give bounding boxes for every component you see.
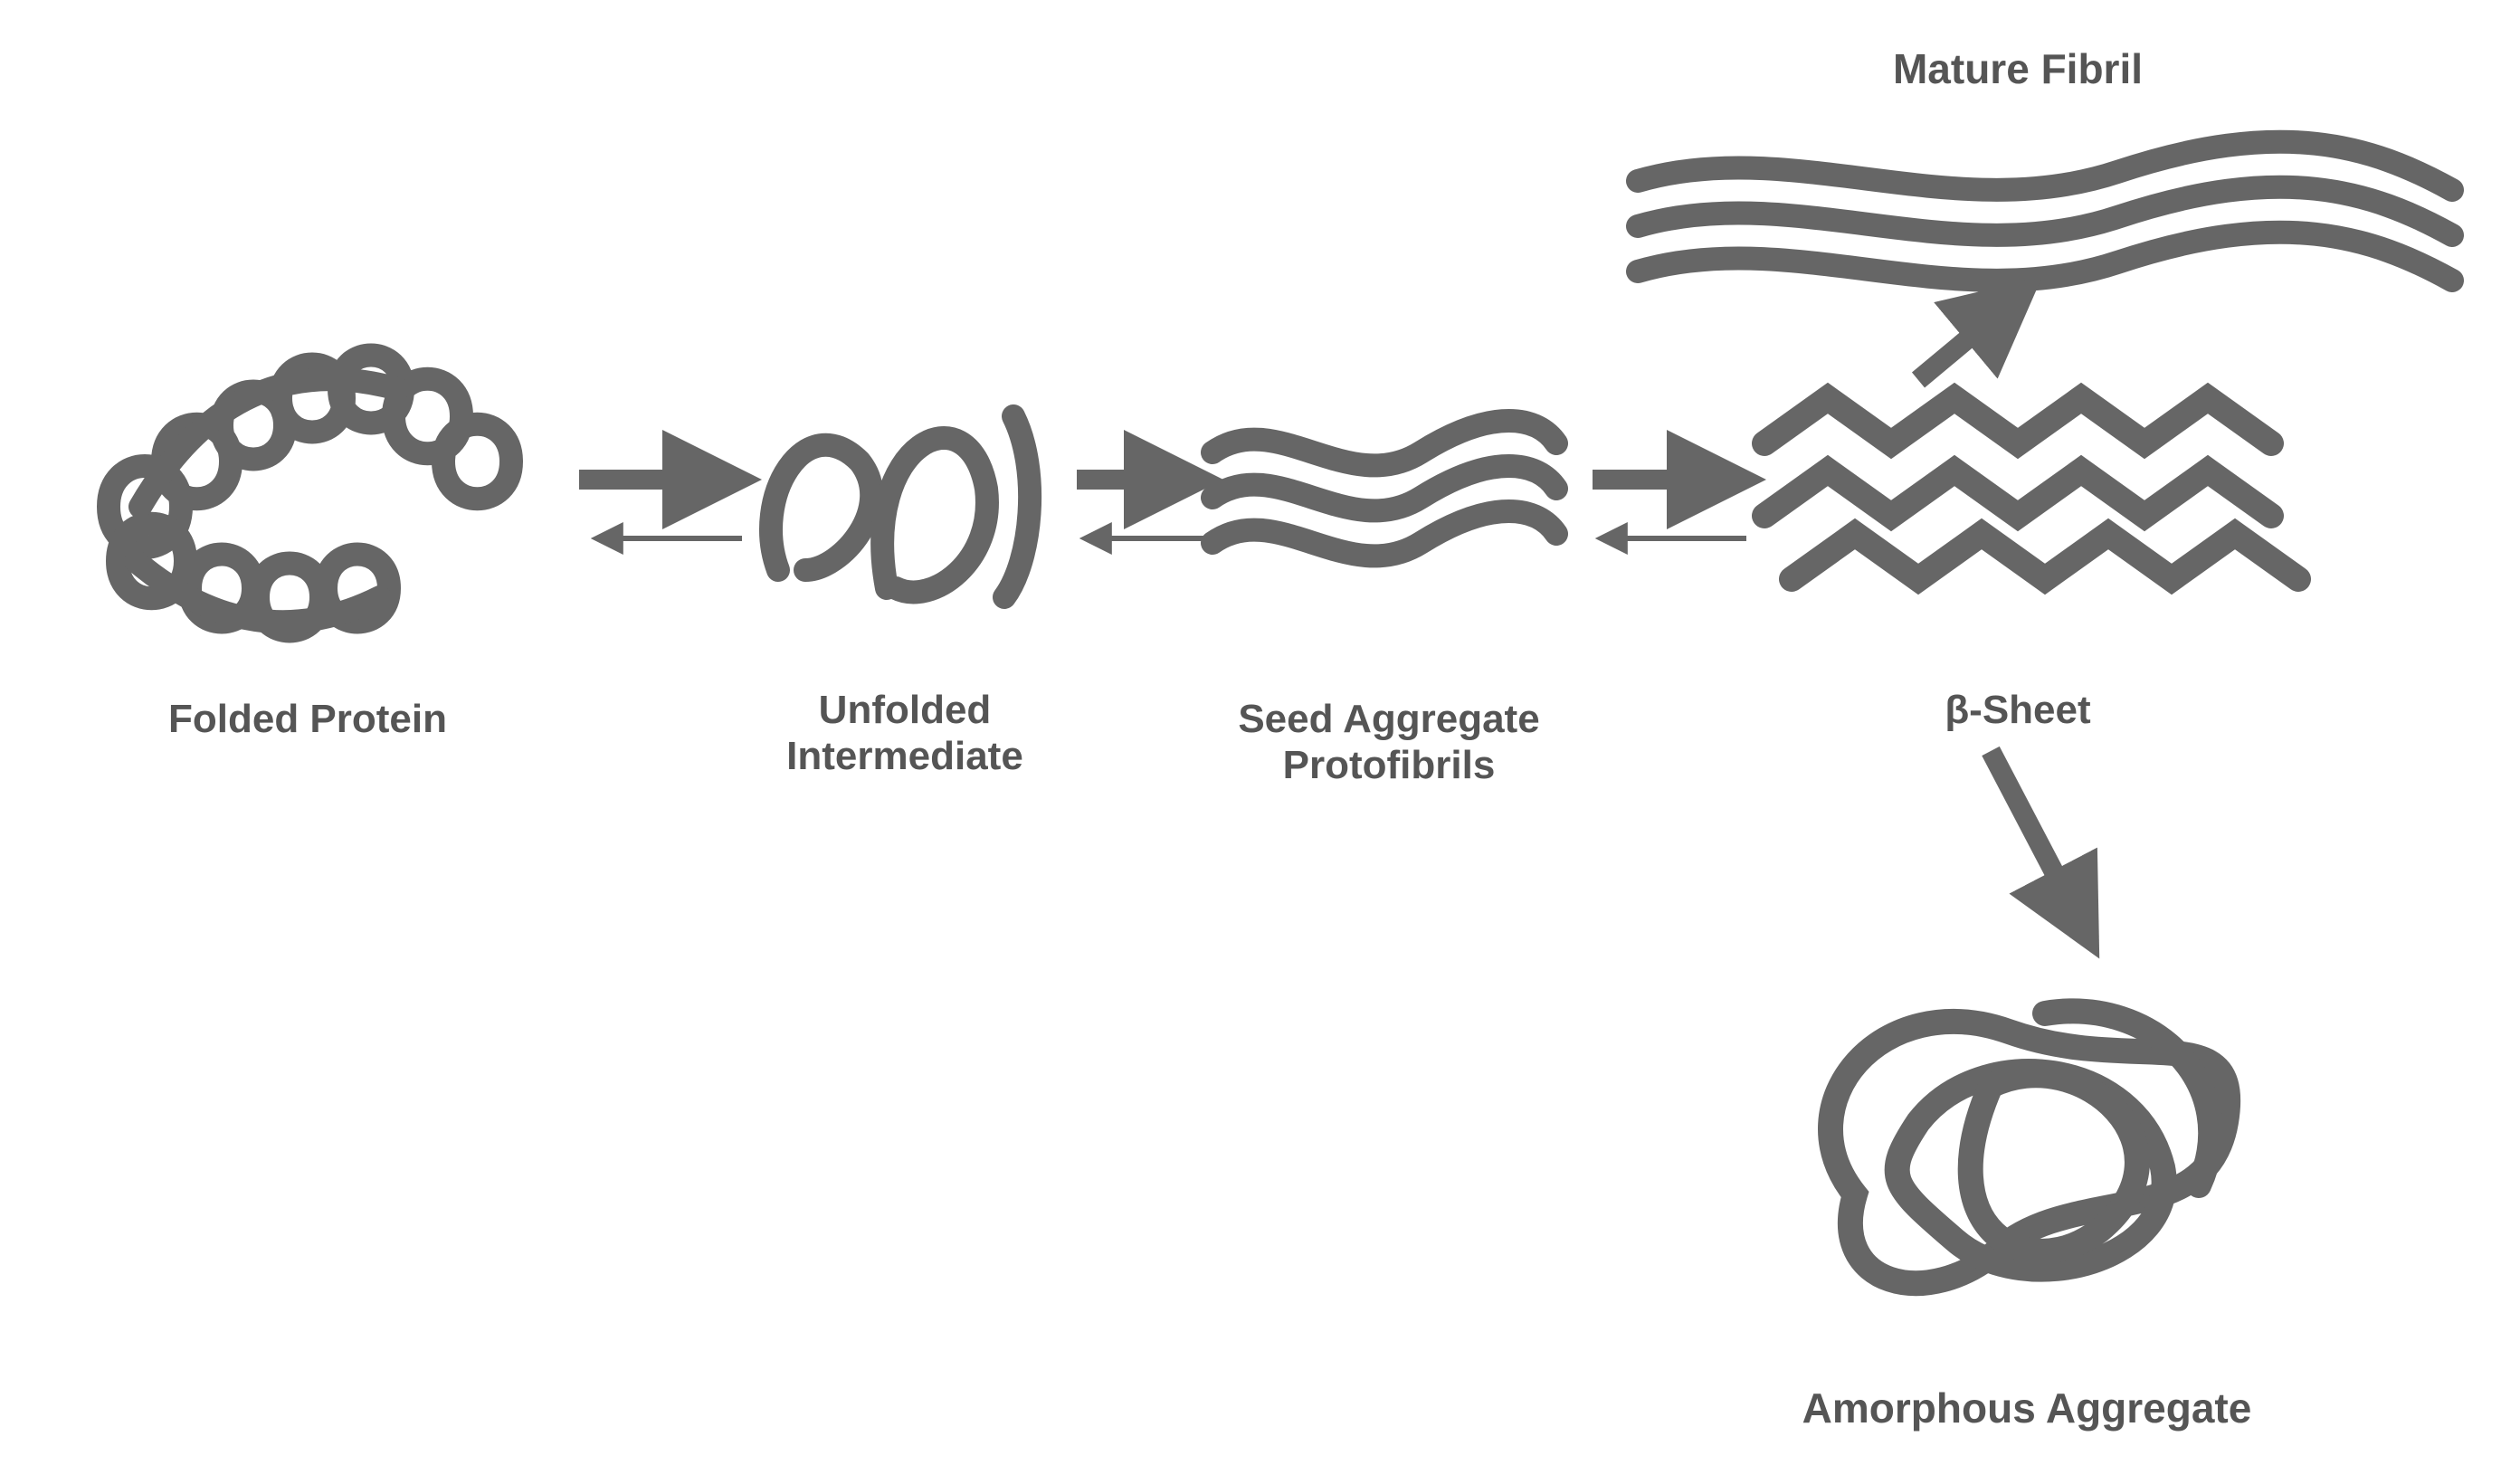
label-folded-protein: Folded Protein — [136, 697, 480, 743]
arrow-betasheet-to-amorphous — [1991, 751, 2090, 941]
label-seed-aggregate: Seed Aggregate Protofibrils — [1194, 697, 1583, 788]
label-amorphous-aggregate: Amorphous Aggregate — [1774, 1384, 2280, 1432]
label-unfolded-intermediate: Unfolded Intermediate — [742, 688, 1068, 779]
label-mature-fibril: Mature Fibril — [1837, 45, 2199, 93]
diagram-stage: Folded Protein Unfolded Intermediate See… — [0, 0, 2501, 1484]
label-beta-sheet: β-Sheet — [1900, 688, 2135, 734]
arrow-betasheet-to-fibril — [1918, 290, 2027, 380]
